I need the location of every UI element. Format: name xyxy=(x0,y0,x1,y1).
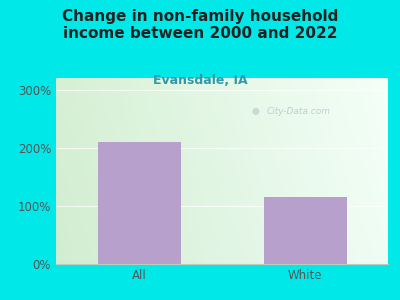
Text: City-Data.com: City-Data.com xyxy=(266,107,330,116)
Text: ⬤: ⬤ xyxy=(251,108,259,115)
Text: Change in non-family household
income between 2000 and 2022: Change in non-family household income be… xyxy=(62,9,338,41)
Text: Evansdale, IA: Evansdale, IA xyxy=(153,74,247,86)
Bar xyxy=(264,197,346,264)
Bar xyxy=(98,142,180,264)
